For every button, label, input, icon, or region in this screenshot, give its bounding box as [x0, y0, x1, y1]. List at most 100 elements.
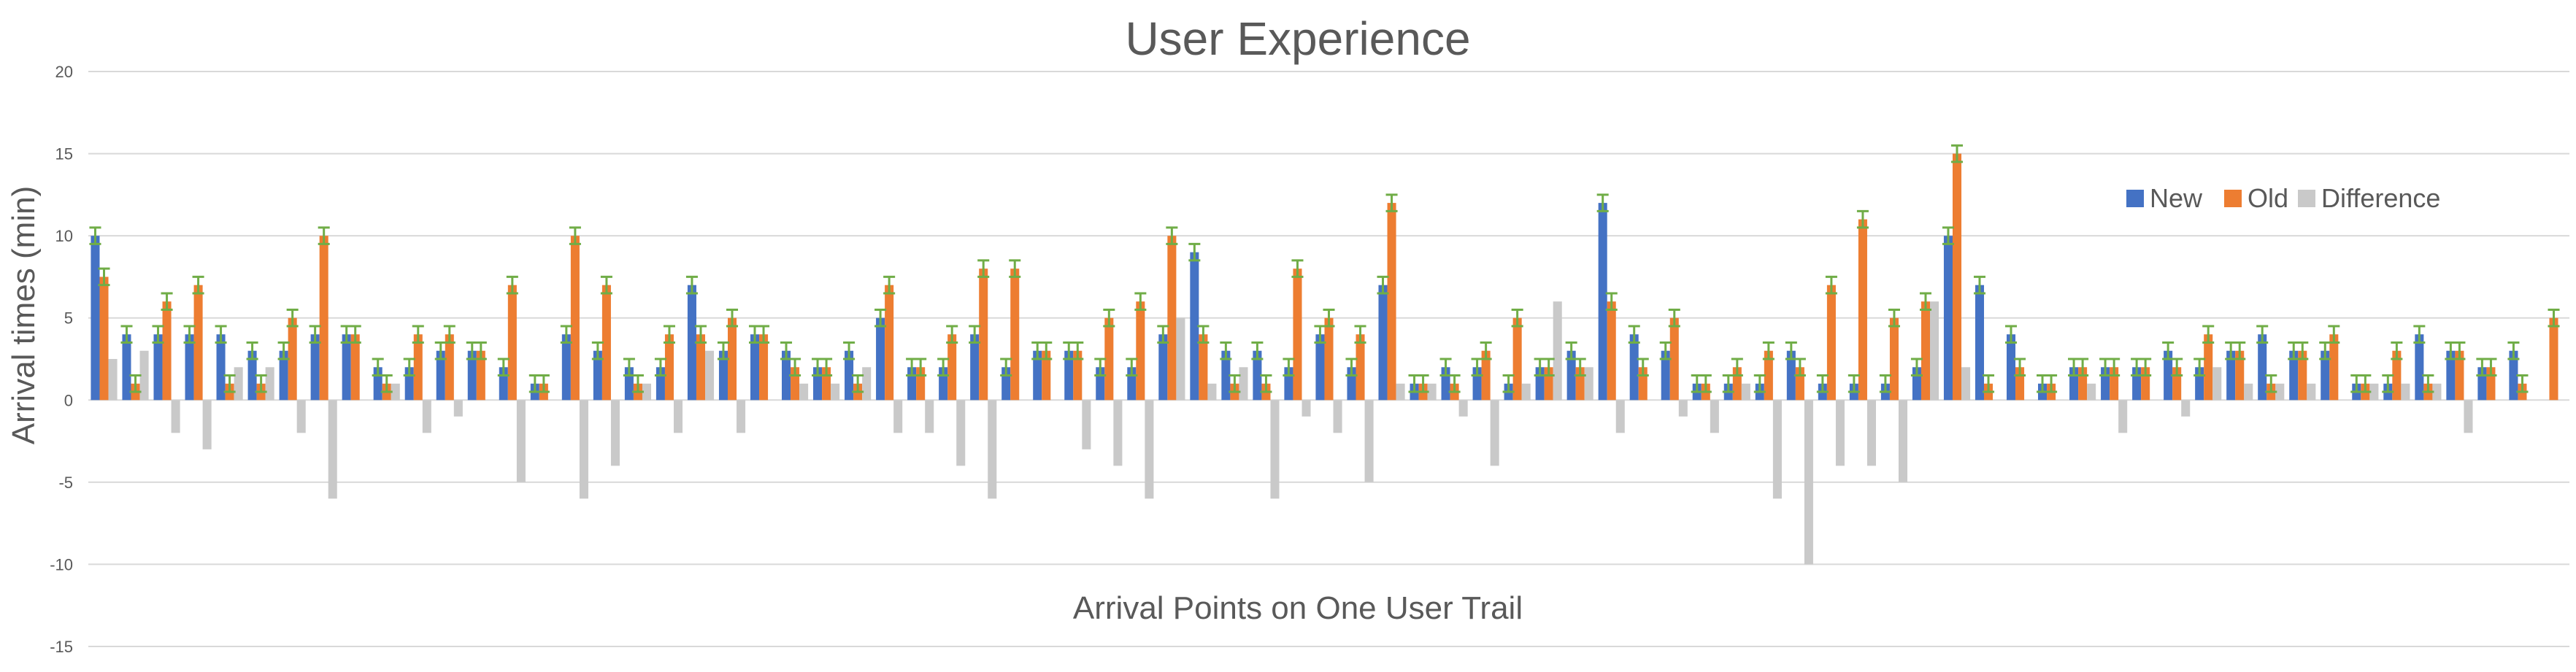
bar-new: [970, 334, 980, 401]
legend-swatch-difference: [2298, 190, 2315, 207]
bar-old: [1858, 219, 1867, 401]
bar-new: [2006, 334, 2016, 401]
bar-old: [1481, 350, 1491, 401]
bar-old: [1104, 317, 1114, 401]
bar-difference: [2087, 383, 2096, 401]
bar-difference: [516, 400, 526, 482]
y-tick-label: 5: [64, 309, 73, 328]
bar-difference: [1615, 400, 1625, 433]
bar-difference: [1396, 383, 1405, 401]
bar-new: [1975, 285, 1985, 401]
bar-difference: [956, 400, 966, 466]
bar-old: [885, 285, 894, 401]
bar-new: [561, 334, 571, 401]
bar-old: [1136, 301, 1145, 401]
bar-new: [247, 350, 257, 401]
bar-difference: [1270, 400, 1280, 499]
bar-old: [1199, 334, 1208, 401]
bar-difference: [1207, 383, 1217, 401]
bar-old: [1607, 301, 1616, 401]
bar-old: [664, 334, 674, 401]
bar-difference: [2275, 383, 2285, 401]
bars: [91, 153, 2558, 565]
bar-old: [2392, 350, 2402, 401]
bar-new: [1598, 203, 1607, 401]
bar-difference: [799, 383, 809, 401]
bar-old: [1010, 269, 1020, 401]
bar-new: [1221, 350, 1231, 401]
bar-new: [153, 334, 163, 401]
bar-new: [593, 350, 602, 401]
bar-old: [319, 236, 328, 401]
bar-new: [2258, 334, 2267, 401]
bar-new: [2321, 350, 2330, 401]
bar-old: [1387, 203, 1396, 401]
bar-difference: [234, 367, 243, 401]
bar-difference: [925, 400, 934, 433]
bar-difference: [988, 400, 997, 499]
bar-difference: [1772, 400, 1782, 499]
legend-swatch-old: [2224, 190, 2242, 207]
bar-old: [2455, 350, 2464, 401]
bar-old: [413, 334, 423, 401]
bar-new: [687, 285, 696, 401]
bar-old: [162, 301, 172, 401]
bar-difference: [2212, 367, 2222, 401]
bar-new: [1661, 350, 1670, 401]
bar-new: [91, 236, 100, 401]
bar-difference: [2244, 383, 2253, 401]
bar-old: [1356, 334, 1365, 401]
bar-old: [2329, 334, 2339, 401]
error-bars: [89, 144, 2560, 393]
bar-difference: [737, 400, 746, 433]
bar-new: [279, 350, 288, 401]
bar-difference: [1553, 301, 1562, 401]
bar-new: [467, 350, 477, 401]
bar-new: [1378, 285, 1388, 401]
bar-new: [750, 334, 760, 401]
chart-title: User Experience: [1125, 12, 1470, 65]
legend-label-old: Old: [2248, 183, 2288, 213]
y-tick-label: -10: [50, 555, 73, 573]
bar-old: [1921, 301, 1931, 401]
bar-difference: [422, 400, 431, 433]
bar-difference: [1427, 383, 1437, 401]
bar-old: [1889, 317, 1899, 401]
bar-difference: [1145, 400, 1154, 499]
bar-old: [1324, 317, 1334, 401]
bar-difference: [1741, 383, 1750, 401]
bar-difference: [705, 350, 715, 401]
bar-difference: [642, 383, 652, 401]
bar-old: [507, 285, 517, 401]
y-tick-label: -15: [50, 638, 73, 656]
legend-label-new: New: [2150, 183, 2203, 213]
bar-new: [718, 350, 728, 401]
y-tick-label: 15: [55, 145, 73, 163]
bar-old: [445, 334, 454, 401]
bar-new: [1629, 334, 1639, 401]
bar-new: [216, 334, 226, 401]
bar-new: [310, 334, 320, 401]
bar-new: [2415, 334, 2424, 401]
bar-difference: [1082, 400, 1091, 449]
bar-old: [99, 277, 109, 401]
bar-old: [1512, 317, 1522, 401]
bar-difference: [673, 400, 683, 433]
bar-old: [476, 350, 485, 401]
bar-new: [1566, 350, 1576, 401]
bar-new: [845, 350, 854, 401]
y-tick-label: 10: [55, 227, 73, 245]
bar-difference: [2181, 400, 2191, 417]
bar-difference: [1239, 367, 1248, 401]
bar-old: [350, 334, 360, 401]
bar-old: [947, 334, 957, 401]
bar-new: [1033, 350, 1042, 401]
bar-difference: [1835, 400, 1845, 466]
bar-old: [601, 285, 611, 401]
bar-difference: [1364, 400, 1374, 482]
bar-new: [876, 317, 885, 401]
bar-difference: [1302, 400, 1311, 417]
bar-old: [1293, 269, 1302, 401]
